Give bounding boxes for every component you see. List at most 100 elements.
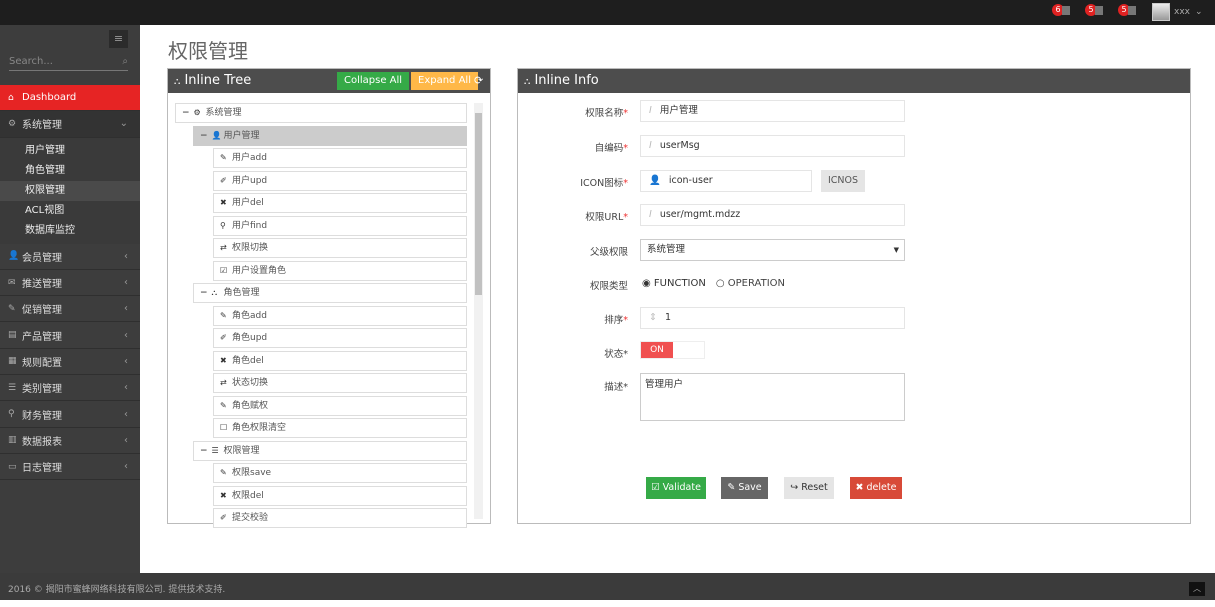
pencil-icon: ✎ [727, 482, 736, 493]
scrollbar-thumb[interactable] [475, 113, 482, 295]
sidebar-subitem[interactable]: ACL视图 [25, 204, 65, 216]
tree-node-label: 角色upd [232, 333, 268, 343]
tree-node[interactable]: ✎ 用户add [213, 148, 467, 168]
tree-panel-header: ⛬ Inline Tree Collapse All Expand All ⟳ [168, 69, 490, 93]
chevron-left-icon: ‹ [124, 434, 128, 446]
sort-label: 排序* [604, 315, 628, 326]
pencil-icon: ✎ [220, 153, 227, 162]
sidebar-item[interactable]: ✎ 促销管理 ‹ [0, 296, 140, 323]
tree-scrollbar[interactable] [474, 103, 483, 519]
collapse-icon[interactable]: − [182, 108, 190, 118]
panel-title: Inline Tree [184, 73, 252, 88]
sort-stepper[interactable]: ⇕ 1 [640, 307, 905, 329]
tree-node[interactable]: ⇄ 权限切换 [213, 238, 467, 258]
tree-node[interactable]: ✎ 角色赋权 [213, 395, 467, 416]
edit-icon: ✐ [220, 333, 227, 342]
code-label: 自编码* [594, 143, 628, 154]
sidebar-item[interactable]: ▥ 数据报表 ‹ [0, 428, 140, 454]
collapse-icon[interactable]: − [200, 445, 208, 456]
description-textarea[interactable]: 管理用户 [640, 373, 905, 421]
tree-node[interactable]: ✖ 权限del [213, 485, 467, 506]
i-cursor-icon: I [649, 209, 652, 220]
square-icon: ☐ [220, 423, 228, 432]
sidebar-item-label: 产品管理 [22, 331, 62, 343]
tree-node[interactable]: ☐ 角色权限清空 [213, 418, 467, 438]
sidebar-subitem[interactable]: 数据库监控 [25, 224, 75, 236]
tree-node[interactable]: − 👤 用户管理 [193, 125, 467, 146]
sidebar-item-label: 日志管理 [22, 463, 62, 475]
sidebar-item-system[interactable]: ⚙ 系统管理 ⌄ [0, 111, 140, 138]
search-input[interactable]: Search... ⌕ [9, 56, 128, 71]
expand-all-button[interactable]: Expand All [411, 72, 478, 90]
sidebar-item[interactable]: ⚲ 财务管理 ‹ [0, 401, 140, 428]
times-icon: ✖ [220, 198, 227, 207]
type-radio-group: ◉ FUNCTION ○ OPERATION [642, 278, 785, 289]
notification-tasks[interactable]: 5 [1118, 4, 1136, 16]
sidebar-item[interactable]: ▤ 产品管理 ‹ [0, 322, 140, 349]
sidebar-item[interactable]: ▭ 日志管理 ‹ [0, 454, 140, 481]
search-icon[interactable]: ⌕ [122, 56, 128, 67]
tree-node-label: 角色赋权 [232, 400, 269, 411]
tree-node[interactable]: ☑ 用户设置角色 [213, 260, 467, 281]
collapse-icon[interactable]: − [200, 130, 208, 141]
tree-node[interactable]: ✎ 权限save [213, 463, 467, 483]
reset-button[interactable]: ↪ Reset [784, 477, 834, 499]
tree-node-label: 权限del [232, 490, 264, 501]
i-cursor-icon: I [649, 105, 652, 116]
parent-select[interactable]: 系统管理 ▼ [640, 239, 905, 261]
icons-button[interactable]: ICNOS [821, 170, 865, 192]
footer: 2016 © 揭阳市蜜蜂网络科技有限公司. 提供技术支持. ︿ [0, 573, 1215, 600]
pencil-icon: ✎ [220, 310, 227, 320]
radio-operation[interactable]: ○ OPERATION [715, 278, 786, 289]
tree-node[interactable]: ✐ 提交校验 [213, 508, 467, 528]
menu-icon: ✉ [8, 277, 16, 288]
tree-node[interactable]: − ⚙ 系统管理 [175, 103, 467, 123]
status-toggle[interactable]: ON [640, 341, 705, 359]
menu-toggle-button[interactable]: ≡ [109, 30, 128, 48]
sidebar-item[interactable]: 👤 会员管理 ‹ [0, 244, 140, 270]
notification-inbox[interactable]: 5 [1085, 4, 1103, 16]
sidebar-item[interactable]: ☰ 类别管理 ‹ [0, 375, 140, 402]
tree-node[interactable]: ✎ 角色add [213, 305, 467, 326]
menu-icon: ⚲ [8, 409, 15, 420]
save-button[interactable]: ✎ Save [721, 477, 768, 499]
radio-function[interactable]: ◉ FUNCTION [642, 278, 706, 289]
sidebar-item-label: 数据报表 [22, 436, 62, 448]
tree-node[interactable]: ✐ 角色upd [213, 328, 467, 348]
menu-icon: ☰ [8, 382, 17, 393]
calendar-icon [1128, 5, 1136, 15]
parent-label: 父级权限 [589, 247, 628, 258]
tree-node[interactable]: ✖ 用户del [213, 193, 467, 213]
times-icon: ✖ [220, 490, 227, 500]
toggle-on: ON [641, 342, 673, 358]
sidebar-subitem[interactable]: 用户管理 [25, 144, 65, 156]
sidebar-item[interactable]: ✉ 推送管理 ‹ [0, 270, 140, 297]
sidebar-subitem[interactable]: 角色管理 [25, 164, 65, 176]
sidebar-item-dashboard[interactable]: ⌂ Dashboard [0, 85, 140, 112]
collapse-all-button[interactable]: Collapse All [337, 72, 410, 90]
tree-node[interactable]: ⚲ 用户find [213, 215, 467, 236]
chevron-left-icon: ‹ [124, 355, 128, 367]
collapse-icon[interactable]: − [200, 288, 208, 298]
user-menu[interactable]: xxx ⌄ [1152, 3, 1203, 21]
tree-node[interactable]: ✐ 用户upd [213, 170, 467, 191]
icon-field[interactable]: 👤 icon-user [640, 170, 812, 192]
sidebar-item[interactable]: ▦ 规则配置 ‹ [0, 349, 140, 376]
notification-alerts[interactable]: 6 [1052, 4, 1070, 16]
name-field[interactable]: I 用户管理 [640, 100, 905, 122]
tree-node-label: 权限管理 [223, 445, 260, 456]
sidebar-item-label: 促销管理 [22, 305, 62, 317]
username: xxx [1174, 7, 1190, 17]
refresh-icon[interactable]: ⟳ [474, 74, 484, 87]
delete-button[interactable]: ✖ delete [850, 477, 902, 499]
sidebar-item-label: 系统管理 [22, 120, 62, 132]
scroll-to-top-button[interactable]: ︿ [1189, 582, 1205, 596]
tree-node[interactable]: ✖ 角色del [213, 350, 467, 371]
tree-node[interactable]: ⇄ 状态切换 [213, 373, 467, 393]
validate-button[interactable]: ☑ Validate [646, 477, 706, 499]
sidebar-subitem[interactable]: 权限管理 [0, 180, 140, 201]
tree-node[interactable]: − ⛬ 角色管理 [193, 283, 467, 303]
tree-node[interactable]: − ☰ 权限管理 [193, 440, 467, 461]
